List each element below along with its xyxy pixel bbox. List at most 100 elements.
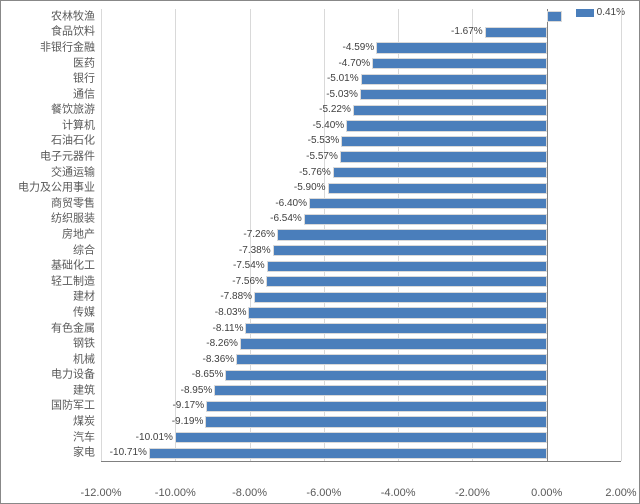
- x-tick-label: -8.00%: [232, 487, 267, 499]
- category-label: 电子元器件: [3, 152, 95, 163]
- bar: [353, 105, 547, 116]
- bar: [372, 58, 547, 69]
- x-tick-label: -12.00%: [81, 487, 122, 499]
- bar: [254, 292, 547, 303]
- category-label: 交通运输: [3, 167, 95, 178]
- category-label: 银行: [3, 74, 95, 85]
- bar: [175, 432, 547, 443]
- data-label: -7.56%: [232, 277, 264, 287]
- category-label: 钢铁: [3, 339, 95, 350]
- category-label: 电力设备: [3, 370, 95, 381]
- bar: [267, 261, 547, 272]
- gridline: [175, 9, 176, 461]
- category-label: 家电: [3, 448, 95, 459]
- sector-performance-bar-chart: 0.41% -1.67%-4.59%-4.70%-5.01%-5.03%-5.2…: [0, 0, 640, 504]
- data-label: -5.76%: [299, 168, 331, 178]
- category-label: 医药: [3, 58, 95, 69]
- data-label: -10.71%: [110, 448, 147, 458]
- bar: [304, 214, 547, 225]
- data-label: -5.22%: [319, 105, 351, 115]
- category-label: 汽车: [3, 432, 95, 443]
- category-label: 非银行金融: [3, 42, 95, 53]
- data-label: -5.40%: [312, 121, 344, 131]
- bar: [205, 416, 546, 427]
- category-label: 综合: [3, 245, 95, 256]
- data-label: -8.26%: [206, 339, 238, 349]
- data-label: -4.70%: [338, 59, 370, 69]
- bar: [277, 229, 547, 240]
- data-label: -8.36%: [203, 355, 235, 365]
- data-label: -8.11%: [213, 324, 244, 334]
- gridline: [621, 9, 622, 461]
- bar: [240, 338, 547, 349]
- category-label: 建材: [3, 292, 95, 303]
- x-tick-label: -4.00%: [381, 487, 416, 499]
- bar: [309, 198, 547, 209]
- category-label: 纺织服装: [3, 214, 95, 225]
- bar: [248, 307, 546, 318]
- category-label: 基础化工: [3, 261, 95, 272]
- bar: [266, 276, 547, 287]
- data-label: -6.54%: [270, 214, 302, 224]
- bar: [485, 27, 547, 38]
- data-label: -1.67%: [451, 27, 483, 37]
- data-label: -5.53%: [308, 136, 340, 146]
- data-label: -5.01%: [327, 74, 359, 84]
- bar: [340, 151, 547, 162]
- data-label: -8.65%: [192, 370, 224, 380]
- bar: [341, 136, 546, 147]
- category-label: 石油石化: [3, 136, 95, 147]
- category-label: 计算机: [3, 120, 95, 131]
- bar: [149, 448, 547, 459]
- x-tick-label: 0.00%: [531, 487, 562, 499]
- category-label: 农林牧渔: [3, 11, 95, 22]
- category-label: 建筑: [3, 385, 95, 396]
- category-label: 房地产: [3, 230, 95, 241]
- bar: [333, 167, 547, 178]
- bar: [225, 370, 546, 381]
- zero-axis-line: [547, 9, 548, 461]
- gridline: [101, 9, 102, 461]
- bar: [547, 11, 562, 22]
- data-label: -5.03%: [326, 90, 358, 100]
- category-label: 餐饮旅游: [3, 105, 95, 116]
- x-tick-label: -2.00%: [455, 487, 490, 499]
- bar: [346, 120, 547, 131]
- data-label: -7.38%: [239, 246, 271, 256]
- data-label: -7.88%: [220, 292, 252, 302]
- category-label: 轻工制造: [3, 276, 95, 287]
- data-label: -10.01%: [136, 433, 173, 443]
- data-label: -8.03%: [215, 308, 247, 318]
- bar: [236, 354, 547, 365]
- data-label: -7.26%: [243, 230, 275, 240]
- category-label: 传媒: [3, 307, 95, 318]
- bar: [360, 89, 547, 100]
- category-label: 食品饮料: [3, 27, 95, 38]
- data-label: -8.95%: [181, 386, 213, 396]
- x-tick-label: -6.00%: [306, 487, 341, 499]
- data-label: -4.59%: [343, 43, 375, 53]
- bar: [214, 385, 546, 396]
- bar: [273, 245, 547, 256]
- bar: [328, 183, 547, 194]
- data-label: -5.57%: [306, 152, 338, 162]
- bar: [206, 401, 547, 412]
- data-label: -9.17%: [172, 401, 204, 411]
- category-label: 电力及公用事业: [3, 183, 95, 194]
- data-label: -7.54%: [233, 261, 265, 271]
- plot-area: -1.67% -4.59% -4.70% -5.01% -5.03% -5.22% -5.4…: [101, 9, 621, 479]
- data-label: -5.90%: [294, 183, 326, 193]
- x-tick-label: -10.00%: [155, 487, 196, 499]
- x-tick-label: 2.00%: [605, 487, 636, 499]
- category-label: 有色金属: [3, 323, 95, 334]
- bar: [245, 323, 546, 334]
- x-axis-line: [101, 461, 621, 462]
- bar: [361, 74, 547, 85]
- data-label: -9.19%: [172, 417, 204, 427]
- bar: [376, 42, 546, 53]
- category-label: 通信: [3, 89, 95, 100]
- category-label: 商贸零售: [3, 198, 95, 209]
- category-label: 煤炭: [3, 417, 95, 428]
- category-label: 国防军工: [3, 401, 95, 412]
- data-label: -6.40%: [275, 199, 307, 209]
